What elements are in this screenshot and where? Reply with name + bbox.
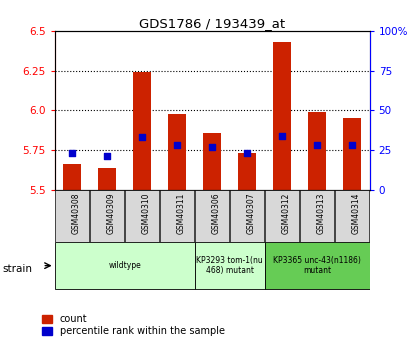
Point — [104, 154, 110, 159]
Text: strain: strain — [2, 264, 32, 274]
Title: GDS1786 / 193439_at: GDS1786 / 193439_at — [139, 17, 285, 30]
Text: GSM40308: GSM40308 — [72, 193, 81, 234]
Text: GSM40314: GSM40314 — [352, 193, 361, 234]
FancyBboxPatch shape — [160, 190, 194, 242]
Point — [279, 133, 286, 139]
Bar — [239, 153, 256, 190]
Bar — [134, 72, 151, 190]
Point — [139, 135, 145, 140]
Bar — [273, 42, 291, 190]
Text: GSM40311: GSM40311 — [177, 193, 186, 234]
Bar — [203, 132, 221, 190]
Point — [314, 142, 320, 148]
FancyBboxPatch shape — [90, 190, 124, 242]
Point — [244, 150, 250, 156]
FancyBboxPatch shape — [230, 190, 264, 242]
FancyBboxPatch shape — [335, 190, 369, 242]
Point — [69, 150, 76, 156]
FancyBboxPatch shape — [195, 190, 229, 242]
FancyBboxPatch shape — [55, 243, 194, 289]
Text: KP3365 unc-43(n1186)
mutant: KP3365 unc-43(n1186) mutant — [273, 256, 361, 275]
FancyBboxPatch shape — [55, 190, 89, 242]
Bar — [308, 112, 326, 190]
Bar — [168, 114, 186, 190]
Text: KP3293 tom-1(nu
468) mutant: KP3293 tom-1(nu 468) mutant — [196, 256, 263, 275]
Point — [174, 142, 181, 148]
Bar — [63, 164, 81, 190]
FancyBboxPatch shape — [300, 190, 334, 242]
FancyBboxPatch shape — [265, 243, 370, 289]
FancyBboxPatch shape — [125, 190, 159, 242]
Text: GSM40313: GSM40313 — [317, 193, 326, 234]
Text: GSM40310: GSM40310 — [142, 193, 151, 234]
Legend: count, percentile rank within the sample: count, percentile rank within the sample — [39, 310, 229, 340]
Text: wildtype: wildtype — [108, 261, 141, 270]
Point — [209, 144, 215, 150]
FancyBboxPatch shape — [194, 243, 265, 289]
Text: GSM40312: GSM40312 — [282, 193, 291, 234]
Bar — [344, 118, 361, 190]
Text: GSM40307: GSM40307 — [247, 193, 256, 234]
Text: GSM40306: GSM40306 — [212, 193, 221, 234]
Text: GSM40309: GSM40309 — [107, 193, 116, 234]
Bar — [98, 168, 116, 190]
FancyBboxPatch shape — [265, 190, 299, 242]
Point — [349, 142, 355, 148]
